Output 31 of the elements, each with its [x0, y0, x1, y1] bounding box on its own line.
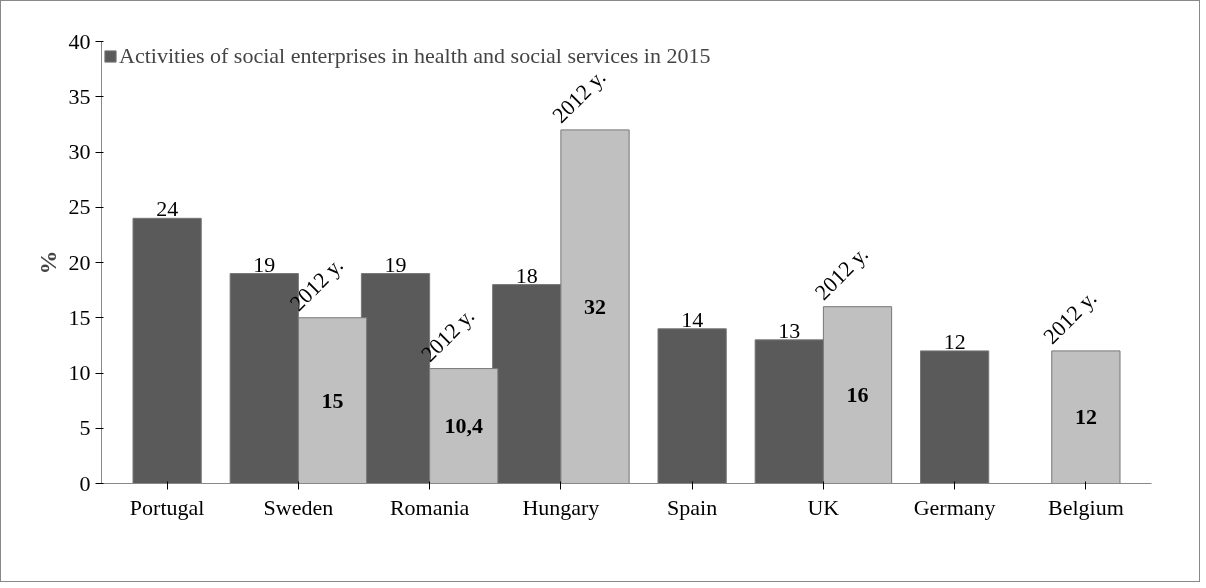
- y-tick-label: 20: [68, 249, 91, 275]
- x-tick-label: UK: [807, 494, 840, 520]
- x-tick-label: Portugal: [129, 494, 205, 520]
- data-label: 15: [321, 387, 344, 413]
- y-tick-label: 0: [79, 470, 91, 496]
- data-label: 12: [943, 328, 966, 354]
- y-tick-label: 30: [68, 139, 91, 164]
- y-tick-label: 25: [68, 194, 91, 220]
- y-axis-title: %: [34, 250, 61, 275]
- data-label: 16: [846, 382, 869, 408]
- x-tick-label: Belgium: [1047, 494, 1124, 520]
- y-tick-label: 5: [79, 415, 91, 441]
- data-label: 19: [253, 251, 276, 277]
- x-tick-label: Spain: [667, 494, 718, 520]
- data-label: 32: [584, 293, 606, 319]
- legend-label: Activities of social enterprises in health and social services in 2015: [119, 43, 711, 69]
- data-label: 12: [1074, 404, 1097, 430]
- data-label: 18: [515, 262, 538, 288]
- data-label: 13: [778, 317, 801, 343]
- y-tick-label: 15: [68, 304, 91, 330]
- data-label: 10,4: [444, 413, 483, 439]
- x-tick-label: Hungary: [522, 494, 600, 520]
- x-tick-label: Germany: [913, 494, 996, 520]
- data-label: 14: [681, 306, 704, 332]
- data-label: 19: [384, 251, 407, 277]
- y-tick-label: 10: [68, 360, 91, 385]
- data-label: 24: [156, 196, 179, 222]
- x-tick-label: Romania: [389, 494, 470, 520]
- y-tick-label: 40: [68, 28, 91, 54]
- x-tick-label: Sweden: [263, 494, 334, 520]
- y-tick-label: 35: [68, 83, 91, 109]
